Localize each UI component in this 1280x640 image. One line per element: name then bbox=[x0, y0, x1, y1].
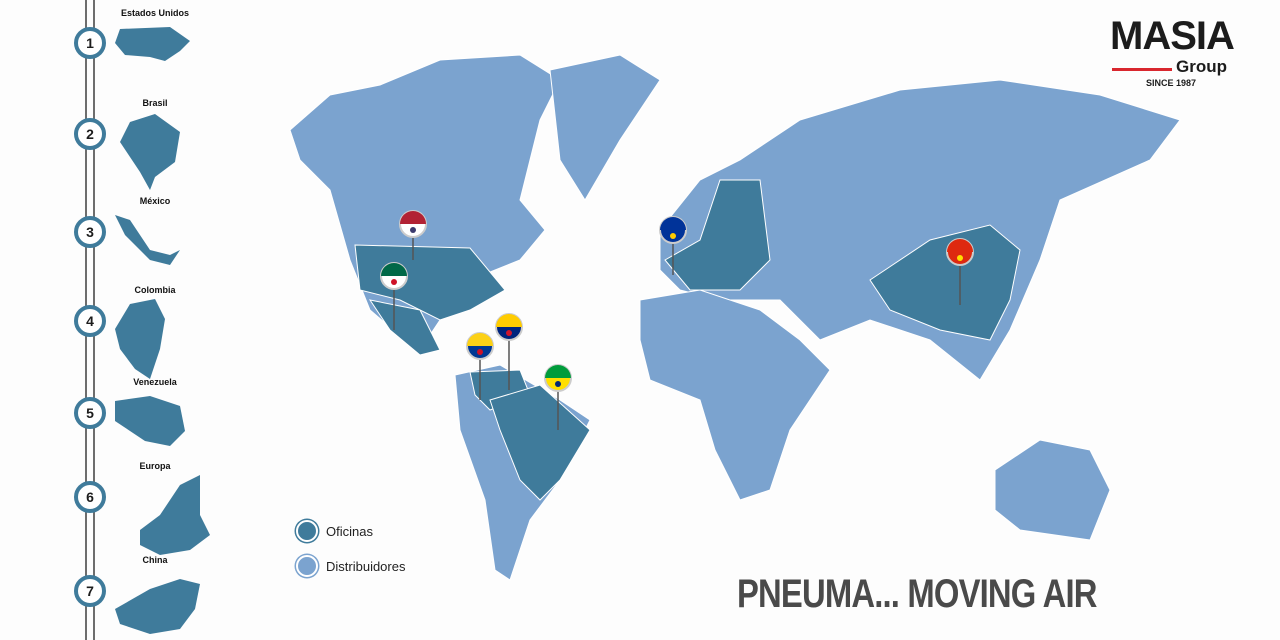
timeline-step-5: 5 bbox=[74, 397, 106, 429]
timeline-label-3: México bbox=[139, 196, 171, 206]
eurasia bbox=[659, 79, 1181, 381]
brazil-region bbox=[489, 384, 591, 501]
offices-swatch bbox=[296, 520, 318, 542]
mexico-flag-pin[interactable] bbox=[380, 262, 408, 330]
logo-bar bbox=[1112, 68, 1172, 71]
timeline-label-4: Colombia bbox=[134, 285, 176, 295]
slogan: PNEUMA... MOVING AIR bbox=[737, 572, 1097, 616]
timeline-label-5: Venezuela bbox=[133, 377, 177, 387]
timeline-label-1: Estados Unidos bbox=[120, 8, 190, 18]
timeline-step-1: 1 bbox=[74, 27, 106, 59]
timeline-country-shape-7 bbox=[115, 579, 200, 634]
timeline-step-4: 4 bbox=[74, 305, 106, 337]
masia-logo: MASIA Group SINCE 1987 bbox=[1110, 16, 1245, 96]
timeline-country-shape-5 bbox=[115, 396, 185, 446]
brazil-flag-pin[interactable] bbox=[544, 364, 572, 430]
usa-flag-pin[interactable] bbox=[399, 210, 427, 260]
australia bbox=[994, 439, 1111, 541]
mexico-region bbox=[368, 299, 441, 356]
north-america bbox=[289, 54, 561, 351]
africa bbox=[639, 289, 831, 501]
timeline-label-7: China bbox=[142, 555, 168, 565]
eu-flag-pin[interactable] bbox=[659, 216, 687, 275]
legend-offices: Oficinas bbox=[296, 520, 373, 542]
china-flag-pin[interactable] bbox=[946, 238, 974, 305]
timeline-country-shape-1 bbox=[115, 27, 190, 61]
timeline-step-6: 6 bbox=[74, 481, 106, 513]
colombia-flag-pin[interactable] bbox=[466, 332, 494, 400]
timeline-label-2: Brasil bbox=[142, 98, 168, 108]
logo-name: MASIA bbox=[1110, 14, 1235, 58]
timeline-step-2: 2 bbox=[74, 118, 106, 150]
legend-offices-label: Oficinas bbox=[326, 523, 373, 539]
venezuela-flag-pin[interactable] bbox=[495, 313, 523, 390]
timeline-country-shape-4 bbox=[115, 299, 165, 379]
timeline-country-shape-2 bbox=[120, 114, 180, 190]
distributors-swatch bbox=[296, 555, 318, 577]
timeline-label-6: Europa bbox=[139, 461, 171, 471]
greenland bbox=[549, 54, 661, 201]
timeline-country-shape-6 bbox=[140, 475, 210, 555]
timeline-step-3: 3 bbox=[74, 216, 106, 248]
europe-region bbox=[664, 179, 771, 291]
logo-sub: Group bbox=[1176, 57, 1227, 76]
timeline-country-shape-3 bbox=[115, 215, 180, 265]
timeline-step-7: 7 bbox=[74, 575, 106, 607]
legend-distributors-label: Distribuidores bbox=[326, 558, 406, 574]
china-region bbox=[869, 224, 1021, 341]
logo-since: SINCE 1987 bbox=[1146, 78, 1197, 88]
legend-distributors: Distribuidores bbox=[296, 555, 405, 577]
